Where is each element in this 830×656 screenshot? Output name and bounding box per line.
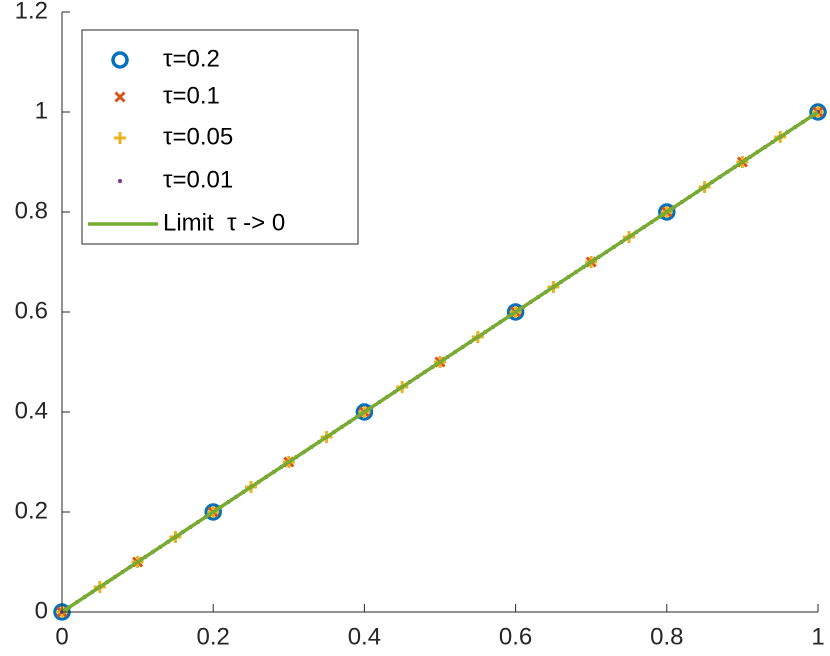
legend-label: τ=0.01 xyxy=(163,166,233,193)
y-tick-label: 0.2 xyxy=(15,497,48,524)
x-tick-label: 0.4 xyxy=(348,623,381,650)
y-tick-label: 0 xyxy=(35,597,48,624)
legend-marker xyxy=(111,51,129,69)
x-tick-label: 0.8 xyxy=(650,623,683,650)
legend-label: τ=0.05 xyxy=(163,123,233,150)
y-tick-label: 0.6 xyxy=(15,297,48,324)
legend-marker xyxy=(118,179,122,183)
point xyxy=(658,203,676,221)
y-tick-label: 1 xyxy=(35,97,48,124)
legend-box xyxy=(81,29,359,245)
series-line xyxy=(61,110,819,614)
x-tick-label: 1 xyxy=(811,623,824,650)
point xyxy=(355,403,374,421)
legend: τ=0.2 τ=0.1 τ=0.05 τ=0.01 Limit τ -> 0 xyxy=(81,29,359,245)
point xyxy=(809,103,827,121)
legend-label: τ=0.2 xyxy=(163,45,220,72)
legend-label: τ=0.1 xyxy=(163,82,220,109)
x-tick-label: 0.2 xyxy=(197,623,230,650)
point xyxy=(204,503,222,521)
x-tick-label: 0.6 xyxy=(499,623,532,650)
y-tick-label: 0.4 xyxy=(15,397,48,424)
legend-marker xyxy=(114,91,126,103)
axes: 0 0.2 0.4 0.6 0.8 1 0 0.2 0.4 0.6 0.8 1 1.2 xyxy=(15,0,825,650)
y-tick-label: 0.8 xyxy=(15,197,48,224)
legend-marker xyxy=(114,132,126,144)
legend-label: Limit τ -> 0 xyxy=(163,209,285,236)
point xyxy=(506,303,525,321)
x-tick-label: 0 xyxy=(55,623,68,650)
y-tick-label: 1.2 xyxy=(15,0,48,24)
